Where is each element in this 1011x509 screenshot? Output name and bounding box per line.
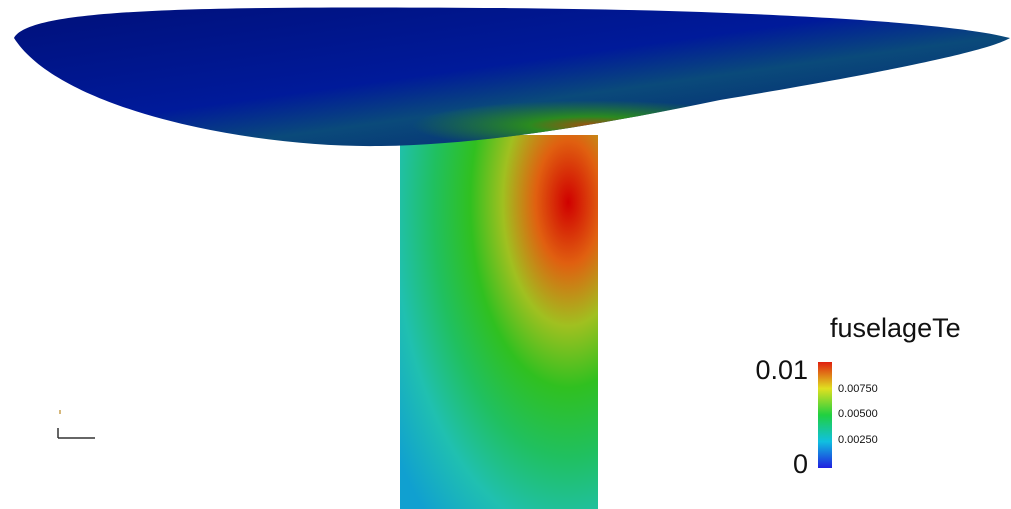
colorbar-tick-label: 0.00750 <box>838 383 878 395</box>
wing-highlight <box>14 7 1010 146</box>
colorbar-title: fuselageTe <box>830 313 961 343</box>
colorbar-max: 0.01 <box>755 355 808 385</box>
colorbar-tick-label: 0.00500 <box>838 408 878 420</box>
colorbar-min: 0 <box>793 449 808 479</box>
fuselage <box>400 135 598 509</box>
colorbar <box>818 362 832 468</box>
orientation-axes <box>58 410 95 438</box>
colorbar-tick-label: 0.00250 <box>838 434 878 446</box>
colorbar-ticks: 0.00750 0.00500 0.00250 <box>838 383 878 446</box>
render-view: fuselageTe 0.01 0 0.00750 0.00500 0.00250 <box>0 0 1011 509</box>
